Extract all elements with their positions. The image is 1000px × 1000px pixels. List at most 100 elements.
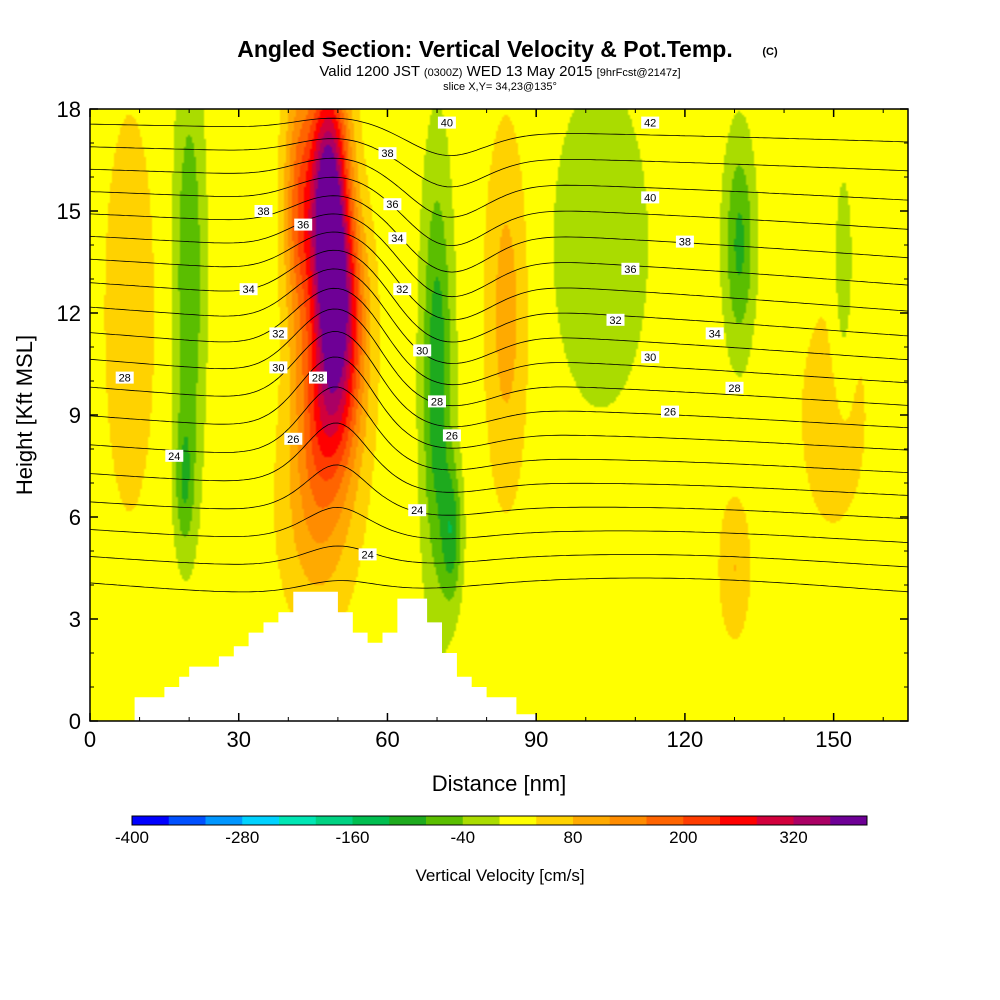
colorbar: -400 -280 -160 -40 80 200 320 [115,815,868,847]
theta-contour-label: 28 [309,371,327,385]
colorbar-tick-label: 320 [779,828,807,847]
chart-valid-line: Valid 1200 JST (0300Z) WED 13 May 2015 [… [319,63,680,80]
y-tick-label: 0 [69,709,81,734]
x-tick-label: 150 [815,727,852,752]
colorbar-tick-label: -40 [451,828,476,847]
theta-contour-label: 26 [284,432,303,446]
y-tick-label: 15 [57,199,81,224]
theta-contour-label: 34 [388,232,407,245]
theta-contour-35 [90,249,908,343]
svg-text:30: 30 [644,352,656,364]
theta-contour-label: 36 [294,218,313,232]
chart-title-unit: (C) [762,46,778,58]
theta-contour-30 [90,356,908,451]
theta-contour-label: 30 [641,351,660,364]
colorbar-swatch [242,816,280,825]
colorbar-tick-label: -400 [115,828,149,847]
theta-contour-label: 24 [358,548,377,561]
x-axis: 0 30 60 90 120 150 [84,109,884,752]
svg-text:36: 36 [386,199,398,211]
theta-contour-25 [90,545,908,568]
theta-contour-label: 40 [437,116,456,130]
theta-contour-28 [90,422,908,496]
svg-text:24: 24 [411,505,423,517]
theta-contour-27 [90,464,908,520]
svg-text:26: 26 [446,430,458,442]
colorbar-swatch [536,816,574,825]
colorbar-swatch [830,816,868,825]
colorbar-swatch [168,816,206,825]
svg-text:34: 34 [709,328,721,340]
svg-text:24: 24 [361,549,373,561]
theta-contour-41 [90,138,908,188]
theta-contour-31 [90,331,908,429]
colorbar-tick-label: -280 [225,828,259,847]
velocity-field [90,109,908,721]
theta-contour-label: 36 [383,198,402,211]
theta-contour-40 [90,157,908,218]
theta-contour-label: 28 [115,371,134,385]
theta-contour-29 [90,386,908,473]
x-tick-label: 0 [84,727,96,752]
svg-text:30: 30 [416,345,428,357]
terrain [90,591,908,721]
svg-text:28: 28 [312,373,324,385]
chart-header: Angled Section: Vertical Velocity & Pot.… [237,36,778,93]
colorbar-swatch [683,816,721,825]
colorbar-swatch [756,816,794,825]
chart-title: Angled Section: Vertical Velocity & Pot.… [237,36,732,62]
theta-contour-label: 32 [606,313,625,327]
chart-slice-line: slice X,Y= 34,23@135° [443,81,557,93]
colorbar-swatch [499,816,537,825]
colorbar-swatch [646,816,684,825]
svg-text:38: 38 [257,206,269,218]
svg-text:24: 24 [168,451,180,463]
theta-contour-label: 26 [442,429,461,442]
colorbar-swatch [609,816,647,825]
theta-contour-label: 30 [413,344,432,357]
colorbar-tick-label: 80 [564,828,583,847]
svg-text:40: 40 [441,118,453,130]
theta-contour-label: 36 [621,262,640,276]
colorbar-swatch [462,816,500,825]
theta-contour-label: 34 [239,283,258,296]
svg-text:38: 38 [679,237,691,249]
theta-contour-label: 28 [428,395,446,408]
theta-contour-label: 24 [408,504,427,517]
theta-contour-label: 24 [165,449,184,463]
y-tick-label: 12 [57,301,81,326]
theta-contour-label: 40 [641,191,660,204]
theta-contour-label: 32 [269,327,288,340]
x-tick-label: 90 [524,727,548,752]
theta-contour-42 [90,117,908,156]
theta-contour-label: 34 [705,327,724,340]
svg-text:42: 42 [644,118,656,130]
theta-contour-label: 42 [641,116,660,130]
colorbar-tick-label: -160 [335,828,369,847]
theta-contour-label: 38 [378,147,397,160]
theta-contour-label: 38 [254,205,273,218]
svg-text:34: 34 [242,284,254,296]
y-axis-label: Height [Kft MSL] [12,335,37,495]
colorbar-swatch [426,816,464,825]
x-tick-label: 120 [667,727,704,752]
colorbar-swatch [132,816,170,825]
svg-text:32: 32 [272,328,284,340]
theta-contour-labels: 24 24 24 26 26 26 28 28 28 28 30 30 30 32 32 32 34 34 34 36… [115,116,744,561]
colorbar-frame [131,815,868,826]
svg-text:26: 26 [287,434,299,446]
theta-contour-37 [90,213,908,298]
theta-contour-label: 28 [725,381,744,395]
theta-contour-label: 26 [661,405,679,419]
svg-text:26: 26 [664,407,676,419]
theta-contour-36 [90,231,908,321]
plot-area: 24 24 24 26 26 26 28 28 28 28 30 30 30 32 32 32 34 34 34 36… [89,108,909,722]
theta-contour-label: 38 [675,235,694,249]
theta-contour-26 [90,507,908,543]
x-tick-label: 60 [375,727,399,752]
svg-text:28: 28 [119,373,131,385]
colorbar-tick-label: 200 [669,828,697,847]
colorbar-swatch [793,816,831,825]
